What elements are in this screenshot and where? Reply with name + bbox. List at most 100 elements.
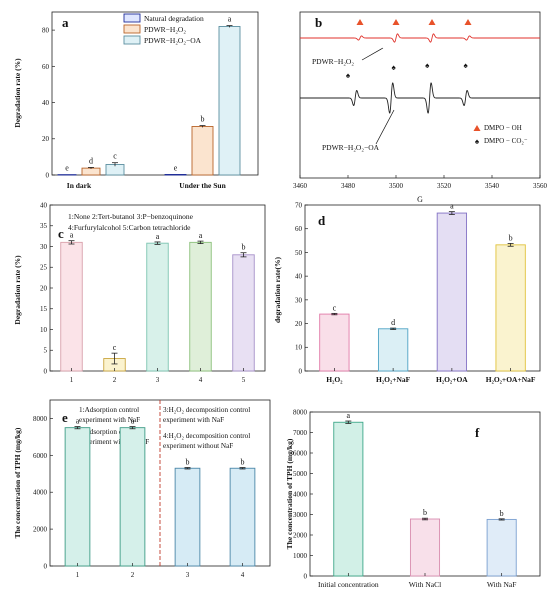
y-tick-label: 6000 bbox=[293, 449, 308, 457]
annotation-text: 2:Adsorption control bbox=[79, 428, 139, 436]
y-axis-label: Degradation rate (%) bbox=[13, 255, 22, 325]
bar bbox=[409, 518, 441, 577]
y-tick-label: 60 bbox=[42, 63, 50, 71]
bar bbox=[60, 241, 83, 372]
significance-letter: a bbox=[156, 232, 160, 241]
y-tick-label: 5 bbox=[44, 347, 48, 355]
y-tick-label: 70 bbox=[295, 201, 303, 209]
x-tick-label: H₂O₂ bbox=[326, 375, 343, 384]
x-tick-label: 1 bbox=[76, 571, 80, 579]
y-tick-label: 40 bbox=[295, 273, 303, 281]
bar bbox=[218, 26, 241, 176]
oh-marker bbox=[356, 19, 364, 25]
significance-letter: a bbox=[70, 231, 74, 240]
bar bbox=[229, 467, 256, 567]
label-arrow bbox=[361, 47, 384, 61]
x-tick-label: 3460 bbox=[293, 182, 308, 190]
significance-letter: d bbox=[391, 318, 395, 327]
significance-letter: c bbox=[333, 303, 337, 312]
annotation-text: experiment with NaF bbox=[163, 416, 224, 424]
significance-letter: b bbox=[201, 115, 205, 124]
x-tick-label: 2 bbox=[131, 571, 135, 579]
y-axis-label: Degradation rate (%) bbox=[13, 58, 22, 128]
x-axis-label: G bbox=[417, 195, 423, 204]
annotation-text: experiment with NaF bbox=[79, 416, 140, 424]
bar bbox=[64, 427, 91, 567]
panel-label: a bbox=[62, 15, 69, 30]
y-tick-label: 8000 bbox=[293, 408, 308, 416]
significance-letter: e bbox=[65, 164, 69, 173]
legend-label: PDWR−H₂O₂−OA bbox=[144, 36, 202, 45]
bar bbox=[436, 212, 468, 372]
bar bbox=[119, 427, 146, 567]
y-tick-label: 0 bbox=[44, 562, 48, 570]
y-tick-label: 4000 bbox=[33, 489, 48, 497]
y-tick-label: 60 bbox=[295, 225, 303, 233]
bar bbox=[191, 126, 214, 176]
legend-oh-marker bbox=[473, 125, 481, 131]
panel-label: b bbox=[315, 15, 322, 30]
x-tick-label: 3 bbox=[156, 376, 160, 384]
y-tick-label: 10 bbox=[295, 344, 303, 352]
y-tick-label: 20 bbox=[295, 320, 303, 328]
x-tick-label: 3540 bbox=[485, 182, 500, 190]
significance-letter: a bbox=[131, 417, 135, 426]
x-tick-label: Under the Sun bbox=[179, 181, 226, 190]
series-label: PDWR−H₂O₂−OA bbox=[322, 143, 380, 152]
plot-frame bbox=[304, 204, 541, 372]
legend-label: Natural degradation bbox=[144, 14, 204, 23]
x-tick-label: 2 bbox=[113, 376, 117, 384]
co2-marker: ♠ bbox=[391, 63, 396, 72]
x-tick-label: 3 bbox=[186, 571, 190, 579]
significance-letter: b bbox=[242, 243, 246, 252]
y-tick-label: 5000 bbox=[293, 470, 308, 478]
x-tick-label: With NaCl bbox=[409, 580, 441, 589]
panel-label: c bbox=[58, 226, 64, 241]
x-tick-label: 1 bbox=[70, 376, 74, 384]
annotation-text: experiment without NaF bbox=[163, 442, 233, 450]
y-axis-label: degradation rate(%) bbox=[273, 256, 282, 323]
oh-marker bbox=[392, 19, 400, 25]
spectrum-line bbox=[300, 82, 540, 114]
y-tick-label: 2000 bbox=[293, 531, 308, 539]
bar bbox=[232, 254, 255, 372]
panel-d-naf-chart: 0 10 20 30 40 50 60 70 degradation rate(%) d c H₂O₂… bbox=[273, 201, 541, 384]
significance-letter: a bbox=[228, 15, 232, 24]
y-tick-label: 15 bbox=[40, 305, 48, 313]
spectrum-line bbox=[300, 33, 540, 43]
y-tick-label: 20 bbox=[42, 135, 50, 143]
y-tick-label: 0 bbox=[299, 367, 303, 375]
legend-swatch bbox=[123, 35, 141, 45]
significance-letter: b bbox=[186, 458, 190, 467]
series-label: PDWR−H₂O₂ bbox=[312, 57, 354, 66]
bar bbox=[486, 518, 517, 577]
bar bbox=[495, 244, 526, 372]
annotation-text: 1:Adsorption control bbox=[79, 406, 139, 414]
significance-letter: c bbox=[113, 343, 117, 352]
significance-letter: b bbox=[423, 508, 427, 517]
x-tick-label: 5 bbox=[242, 376, 246, 384]
bar bbox=[319, 313, 350, 372]
x-tick-label: H₂O₂+OA bbox=[436, 375, 468, 384]
significance-letter: b bbox=[509, 233, 513, 242]
y-tick-label: 35 bbox=[40, 222, 48, 230]
x-tick-label: 3520 bbox=[437, 182, 452, 190]
significance-letter: e bbox=[174, 163, 178, 172]
significance-letter: d bbox=[89, 156, 93, 165]
significance-letter: b bbox=[241, 458, 245, 467]
plot-frame bbox=[51, 11, 259, 176]
y-tick-label: 10 bbox=[40, 326, 48, 334]
y-tick-label: 6000 bbox=[33, 452, 48, 460]
x-tick-label: 3480 bbox=[341, 182, 356, 190]
annotation-text: 4:H₂O₂ decomposition control bbox=[163, 432, 250, 440]
bar bbox=[81, 167, 101, 176]
y-tick-label: 7000 bbox=[293, 429, 308, 437]
legend-text: 1:None 2:Tert-butanol 3:P−benzoquinone bbox=[68, 212, 194, 221]
y-tick-label: 4000 bbox=[293, 490, 308, 498]
plot-frame bbox=[299, 11, 541, 179]
y-tick-label: 40 bbox=[42, 99, 50, 107]
co2-marker: ♠ bbox=[463, 61, 468, 70]
co2-marker: ♠ bbox=[425, 61, 430, 70]
panel-label: e bbox=[62, 410, 68, 425]
